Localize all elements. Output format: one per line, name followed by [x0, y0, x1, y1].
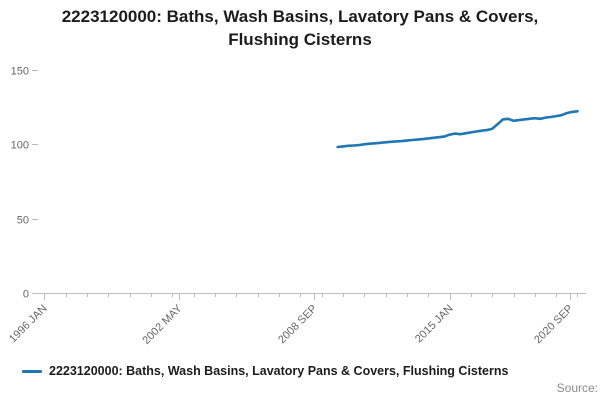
legend-label: 2223120000: Baths, Wash Basins, Lavatory…	[49, 364, 509, 378]
svg-text:50: 50	[17, 215, 29, 227]
svg-text:2008 SEP: 2008 SEP	[276, 303, 320, 347]
legend-line-marker	[22, 369, 42, 373]
svg-text:100: 100	[11, 140, 29, 152]
source-label: Source:	[556, 381, 598, 395]
chart-title: 2223120000: Baths, Wash Basins, Lavatory…	[61, 7, 539, 49]
svg-text:1996 JAN: 1996 JAN	[7, 303, 50, 346]
svg-text:2015 JAN: 2015 JAN	[413, 303, 456, 346]
svg-text:2002 MAY: 2002 MAY	[140, 302, 185, 347]
svg-text:0: 0	[23, 289, 29, 301]
legend: 2223120000: Baths, Wash Basins, Lavatory…	[22, 364, 508, 378]
svg-text:150: 150	[11, 66, 29, 78]
svg-text:2020 SEP: 2020 SEP	[532, 303, 576, 347]
